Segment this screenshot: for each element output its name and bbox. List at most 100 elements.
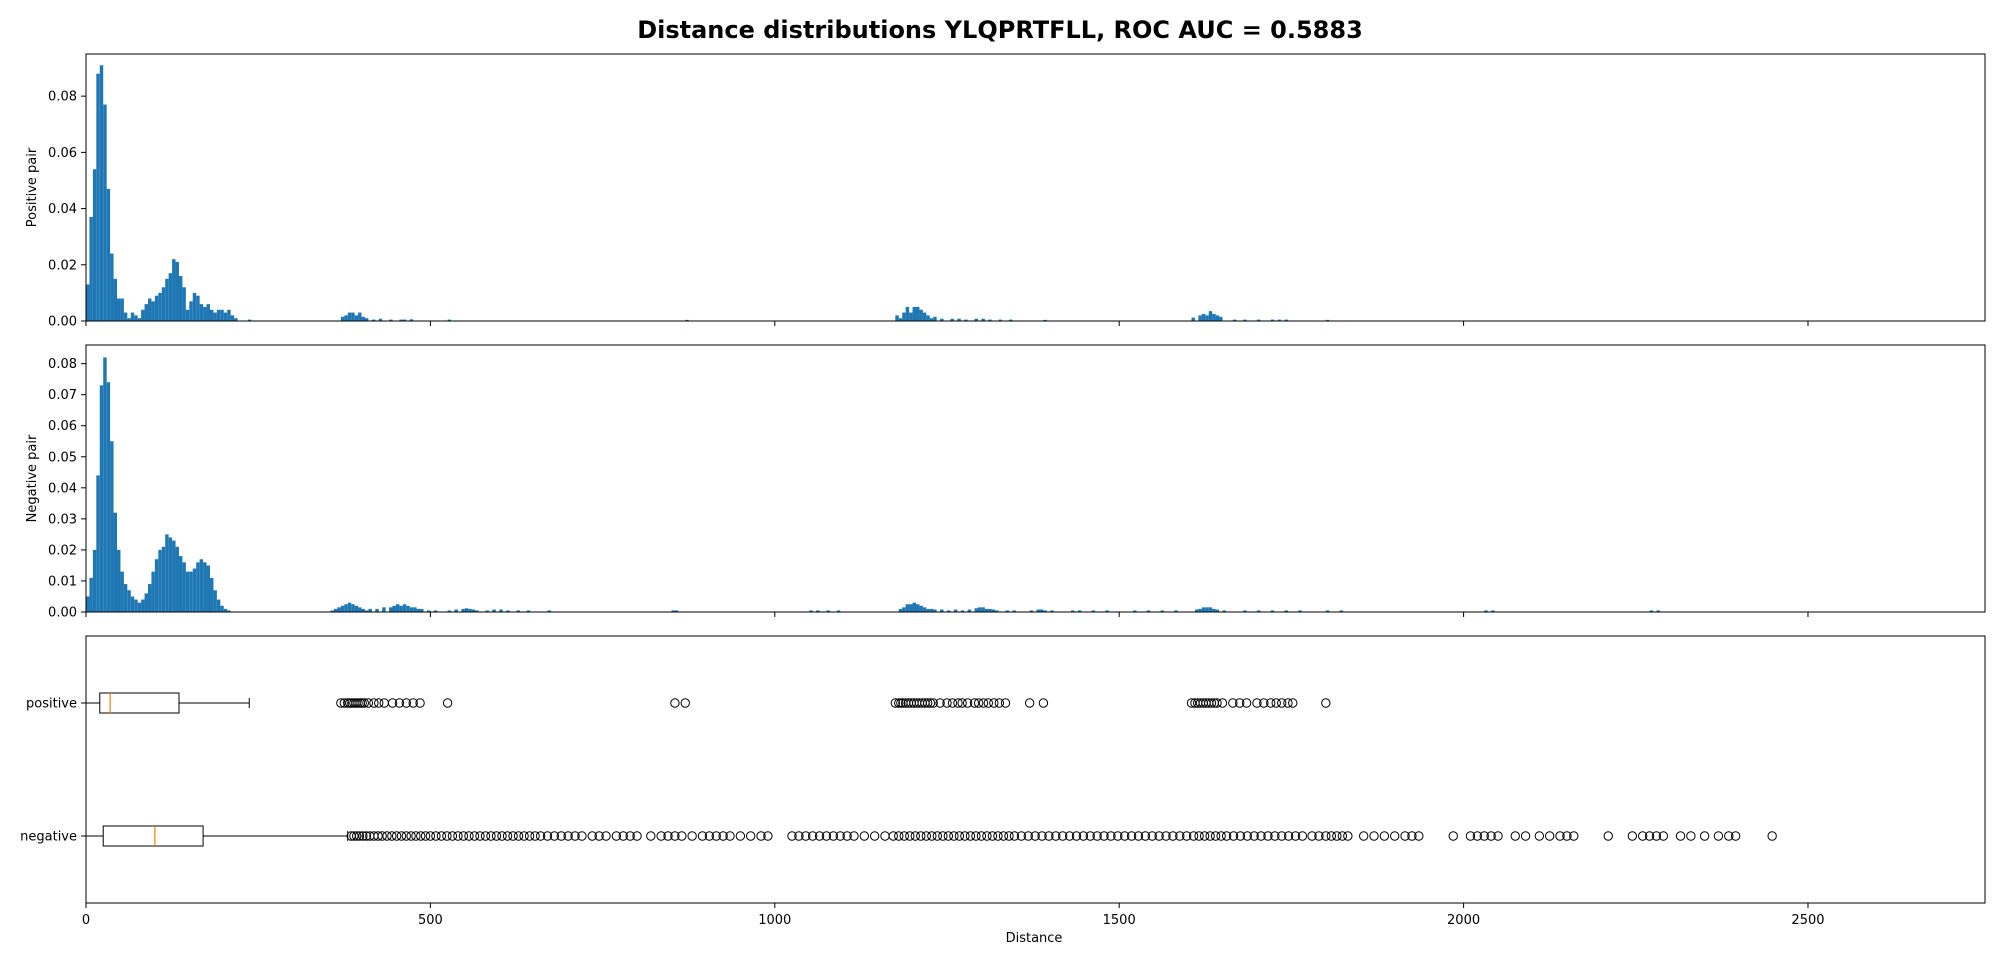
outlier-point: [374, 698, 384, 708]
outlier-point: [1030, 831, 1040, 841]
outlier-point: [828, 831, 839, 841]
x-tick-label: 2500: [1791, 913, 1824, 928]
outlier-point: [411, 831, 421, 841]
hist-bar: [919, 605, 923, 612]
outlier-point: [396, 831, 407, 841]
outlier-point: [735, 831, 746, 841]
y-tick-label: 0.06: [48, 146, 77, 161]
outlier-point: [1326, 831, 1337, 841]
hist-bar: [902, 607, 906, 612]
outlier-point: [1256, 831, 1266, 841]
outlier-point: [849, 831, 859, 841]
outlier-point: [1288, 698, 1298, 708]
outlier-point: [359, 698, 369, 708]
outlier-point: [947, 698, 958, 708]
outlier-point: [663, 831, 673, 841]
outlier-point: [382, 831, 392, 841]
hist-bar: [185, 309, 190, 321]
hist-bar: [929, 608, 934, 612]
outlier-point: [1486, 831, 1496, 841]
outlier-point: [1216, 831, 1226, 841]
outlier-point: [401, 831, 411, 841]
hist-bar: [209, 577, 214, 612]
y-tick-label: 0.03: [48, 512, 77, 527]
outlier-point: [1259, 698, 1269, 708]
outlier-point: [1194, 831, 1204, 841]
outlier-point: [973, 698, 984, 708]
hist-bar: [96, 73, 100, 322]
outlier-point: [369, 698, 379, 708]
category-label: positive: [26, 697, 77, 712]
y-axis-label: Negative pair: [25, 434, 40, 522]
hist-bar: [984, 608, 989, 612]
category-label: negative: [20, 830, 77, 845]
hist-bar: [1298, 610, 1302, 612]
outlier-point: [954, 831, 965, 841]
hist-bar: [89, 577, 93, 612]
hist-bar: [1270, 319, 1275, 321]
outlier-point: [361, 831, 372, 841]
outlier-point: [1064, 831, 1075, 841]
outlier-point: [1147, 831, 1157, 841]
hist-bar: [127, 318, 131, 321]
outlier-point: [556, 831, 566, 841]
hist-bar: [389, 319, 393, 321]
hist-bar: [905, 306, 910, 321]
outlier-point: [899, 831, 909, 841]
outlier-point: [601, 831, 611, 841]
outlier-point: [486, 831, 496, 841]
hist-bar: [185, 571, 190, 612]
outlier-point: [1188, 831, 1199, 841]
y-tick-label: 0.02: [48, 543, 77, 558]
outlier-point: [763, 831, 773, 841]
hist-bar: [182, 562, 186, 612]
outlier-point: [1675, 831, 1686, 841]
hist-bar: [227, 610, 231, 612]
outlier-point: [1493, 831, 1503, 841]
hist-bar: [1212, 313, 1216, 321]
hist-bar: [1219, 316, 1223, 321]
outlier-point: [938, 831, 948, 841]
hist-bar: [382, 607, 386, 612]
hist-bar: [964, 319, 968, 321]
hist-bar: [116, 549, 121, 612]
hist-bar: [946, 610, 951, 612]
hist-bar: [1132, 610, 1137, 612]
outlier-point: [821, 831, 832, 841]
hist-bar: [358, 312, 362, 321]
outlier-point: [497, 831, 507, 841]
hist-bar: [988, 319, 992, 321]
outlier-point: [982, 831, 992, 841]
hist-bar: [1277, 319, 1282, 321]
outlier-point: [420, 831, 431, 841]
outlier-point: [447, 831, 458, 841]
hist-bar: [1105, 610, 1109, 612]
outlier-point: [1297, 831, 1308, 841]
hist-bar: [147, 584, 152, 612]
hist-bar: [909, 604, 913, 612]
outlier-point: [842, 831, 852, 841]
hist-bar: [92, 169, 97, 321]
hist-bar: [1232, 319, 1237, 321]
hist-bar: [151, 571, 155, 612]
y-tick-label: 0.01: [48, 574, 77, 589]
outlier-point: [989, 698, 999, 708]
outlier-point: [942, 698, 952, 708]
outlier-point: [1206, 698, 1217, 708]
hist-bar: [134, 599, 138, 612]
hist-bar: [137, 318, 142, 321]
hist-bar: [399, 605, 403, 612]
outlier-point: [1479, 831, 1489, 841]
hist-bar: [1270, 610, 1275, 612]
outlier-point: [425, 831, 436, 841]
hist-bar: [209, 309, 214, 321]
outlier-point: [1699, 831, 1710, 841]
outlier-point: [687, 831, 697, 841]
outlier-point: [1283, 698, 1293, 708]
hist-bar: [433, 610, 438, 612]
hist-bar: [337, 607, 341, 612]
outlier-point: [339, 698, 349, 708]
outlier-point: [1658, 831, 1669, 841]
hist-bar: [330, 610, 334, 612]
